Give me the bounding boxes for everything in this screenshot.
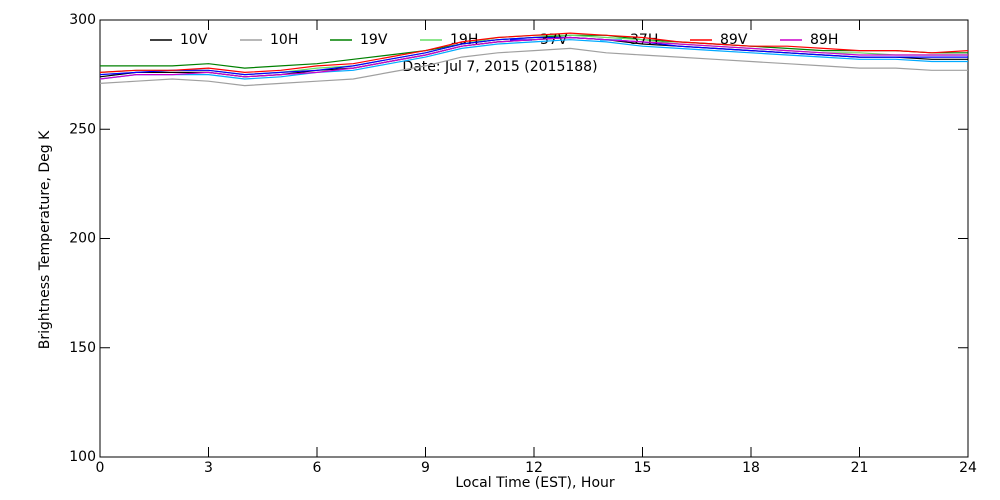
x-tick-label: 15 — [634, 460, 652, 476]
y-tick-label: 300 — [69, 12, 96, 28]
x-tick-label: 0 — [96, 460, 105, 476]
series-line — [99, 32, 969, 74]
x-tick-label: 6 — [313, 460, 322, 476]
legend-label: 89H — [810, 32, 838, 48]
series-line — [99, 47, 968, 87]
x-tick-label: 21 — [851, 460, 869, 476]
x-tick-label: 9 — [421, 460, 430, 476]
legend-label: 37H — [630, 32, 658, 48]
x-tick-label: 3 — [204, 460, 213, 476]
series-line — [99, 36, 968, 76]
x-tick-label: 12 — [525, 460, 543, 476]
x-tick-label: 24 — [959, 460, 977, 476]
legend-label: 89V — [720, 32, 748, 48]
legend-label: 19H — [450, 32, 478, 48]
legend-label: 19V — [360, 32, 388, 48]
x-tick-label: 18 — [742, 460, 760, 476]
annotation: Date: Jul 7, 2015 (2015188) — [402, 59, 597, 75]
y-tick-label: 250 — [69, 121, 96, 137]
y-tick-label: 100 — [69, 449, 96, 465]
legend-label: 10H — [270, 32, 298, 48]
x-axis-label: Local Time (EST), Hour — [455, 475, 615, 491]
y-axis-label: Brightness Temperature, Deg K — [37, 130, 53, 349]
legend-label: 37V — [540, 32, 568, 48]
plot-frame — [99, 19, 969, 458]
legend-label: 10V — [180, 32, 208, 48]
y-tick-label: 150 — [69, 340, 96, 356]
series-line — [99, 39, 968, 80]
series-line — [99, 36, 968, 80]
y-tick-label: 200 — [69, 231, 96, 247]
